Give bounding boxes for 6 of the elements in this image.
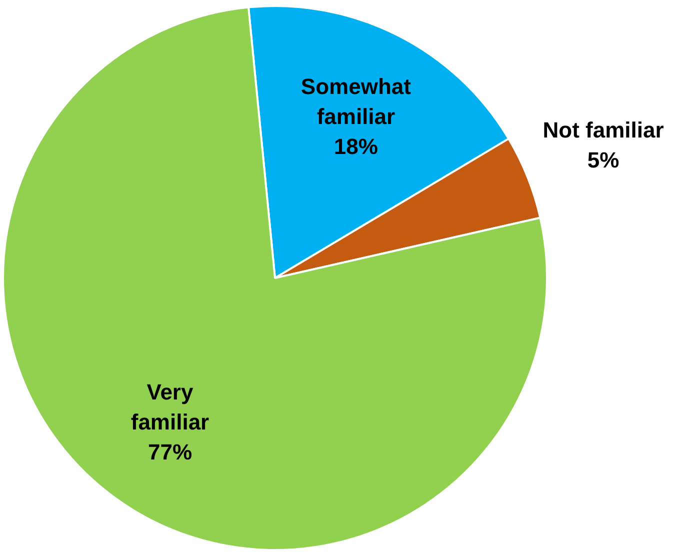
slice-label: Not familiar — [542, 118, 664, 143]
data-label: 77% — [148, 440, 192, 465]
data-label: 18% — [334, 134, 378, 159]
data-label: 5% — [587, 148, 620, 173]
slice-label: Very familiar — [130, 380, 210, 435]
slice-label: Somewhat familiar — [300, 74, 412, 129]
